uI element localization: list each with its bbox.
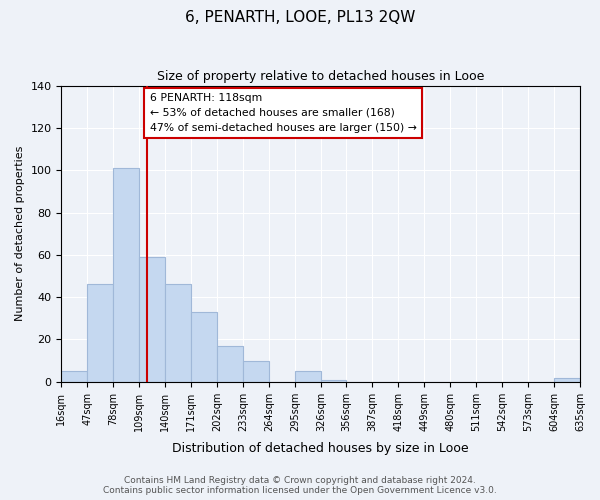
Bar <box>243 360 269 382</box>
Bar <box>554 378 580 382</box>
Bar <box>61 371 88 382</box>
Bar <box>113 168 139 382</box>
Bar <box>295 371 321 382</box>
Y-axis label: Number of detached properties: Number of detached properties <box>15 146 25 322</box>
Bar <box>165 284 191 382</box>
Bar <box>88 284 113 382</box>
Text: 6 PENARTH: 118sqm
← 53% of detached houses are smaller (168)
47% of semi-detache: 6 PENARTH: 118sqm ← 53% of detached hous… <box>149 93 416 132</box>
Bar <box>139 257 165 382</box>
X-axis label: Distribution of detached houses by size in Looe: Distribution of detached houses by size … <box>172 442 469 455</box>
Text: 6, PENARTH, LOOE, PL13 2QW: 6, PENARTH, LOOE, PL13 2QW <box>185 10 415 25</box>
Bar <box>217 346 243 382</box>
Text: Contains HM Land Registry data © Crown copyright and database right 2024.
Contai: Contains HM Land Registry data © Crown c… <box>103 476 497 495</box>
Bar <box>191 312 217 382</box>
Bar <box>321 380 346 382</box>
Title: Size of property relative to detached houses in Looe: Size of property relative to detached ho… <box>157 70 484 83</box>
